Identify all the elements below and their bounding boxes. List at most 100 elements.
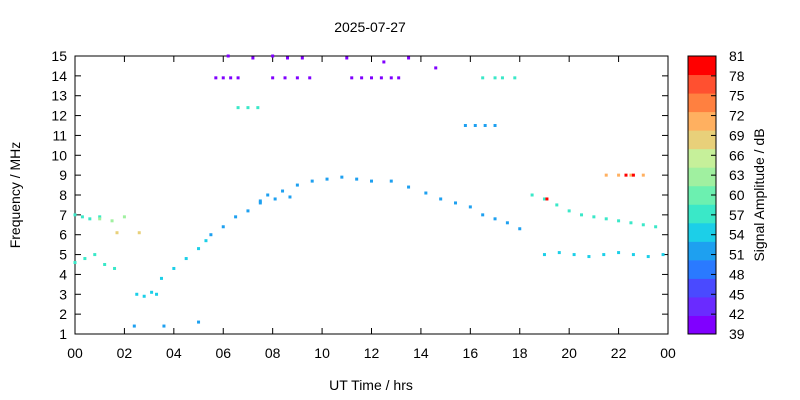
data-point xyxy=(295,76,299,80)
data-point xyxy=(300,56,304,60)
data-point xyxy=(132,324,136,328)
data-point xyxy=(345,56,349,60)
x-tick-label: 02 xyxy=(117,345,133,361)
colorbar-segment xyxy=(688,74,716,94)
colorbar-tick-label: 81 xyxy=(729,48,745,64)
data-point xyxy=(513,76,517,80)
x-tick-label: 14 xyxy=(413,345,429,361)
data-point xyxy=(567,209,571,213)
data-point xyxy=(530,193,534,197)
data-point xyxy=(159,276,163,280)
y-tick-label: 12 xyxy=(51,108,67,124)
data-point xyxy=(155,292,159,296)
data-point xyxy=(439,197,443,201)
colorbar-tick-label: 78 xyxy=(729,68,745,84)
data-point xyxy=(251,56,255,60)
data-point xyxy=(310,179,314,183)
data-point xyxy=(93,253,97,257)
y-tick-label: 7 xyxy=(59,207,67,223)
data-point xyxy=(654,225,658,229)
colorbar-tick-label: 54 xyxy=(729,227,745,243)
colorbar-segment xyxy=(688,222,716,242)
data-point xyxy=(273,197,277,201)
data-point xyxy=(473,124,477,127)
data-point xyxy=(389,179,393,183)
colorbar-segment xyxy=(688,93,716,113)
data-point xyxy=(197,247,201,251)
data-point xyxy=(221,225,225,229)
data-point xyxy=(266,193,270,197)
data-point xyxy=(256,106,260,110)
data-point xyxy=(602,253,606,257)
colorbar-tick-label: 39 xyxy=(729,326,745,342)
data-point xyxy=(493,76,497,80)
colorbar-segment xyxy=(688,56,716,76)
data-point xyxy=(258,201,262,205)
colorbar-segment xyxy=(688,111,716,131)
colorbar-tick-label: 42 xyxy=(729,306,745,322)
data-point xyxy=(617,251,621,255)
data-point xyxy=(236,106,240,110)
colorbar-tick-label: 66 xyxy=(729,147,745,163)
colorbar-ticks: 81 78 75 72 69 66 63 60 57 54 51 48 45 42 39 xyxy=(711,48,745,342)
data-point xyxy=(355,177,359,181)
y-tick-label: 15 xyxy=(51,48,67,64)
data-point xyxy=(370,179,373,183)
data-point xyxy=(481,76,485,80)
data-point xyxy=(221,76,225,80)
colorbar-segment xyxy=(688,315,716,335)
data-point xyxy=(229,76,233,80)
data-point xyxy=(73,213,77,217)
colorbar-segment xyxy=(688,185,716,205)
data-point xyxy=(434,66,438,70)
data-point xyxy=(545,197,549,201)
data-point xyxy=(246,209,250,213)
data-point xyxy=(236,76,240,80)
x-tick-label: 06 xyxy=(215,345,231,361)
data-point xyxy=(463,124,467,127)
data-point xyxy=(281,189,285,193)
x-tick-label: 22 xyxy=(611,345,627,361)
colorbar xyxy=(687,55,717,335)
data-point xyxy=(135,292,139,296)
data-point xyxy=(407,56,411,60)
data-point xyxy=(424,191,428,195)
y-tick-label: 8 xyxy=(59,187,67,203)
data-point xyxy=(641,173,645,177)
colorbar-segment xyxy=(688,204,716,224)
data-point xyxy=(80,215,84,219)
data-point xyxy=(389,76,393,80)
y-tick-label: 2 xyxy=(59,306,67,322)
colorbar-tick-label: 63 xyxy=(729,167,745,183)
colorbar-tick-label: 48 xyxy=(729,266,745,282)
data-point xyxy=(481,213,485,217)
x-tick-label: 00 xyxy=(67,345,83,361)
colorbar-tick-label: 72 xyxy=(729,108,745,124)
colorbar-label: Signal Amplitude / dB xyxy=(751,128,767,261)
data-point xyxy=(103,263,107,266)
colorbar-segment xyxy=(688,167,716,187)
data-point xyxy=(542,253,546,257)
data-point xyxy=(98,215,102,219)
y-tick-label: 4 xyxy=(59,266,67,282)
y-tick-label: 10 xyxy=(51,147,67,163)
data-point xyxy=(629,173,633,177)
data-point xyxy=(115,231,119,235)
plot-frame xyxy=(74,55,669,335)
data-point xyxy=(172,266,176,270)
data-point xyxy=(226,54,230,58)
y-tick-label: 5 xyxy=(59,247,67,263)
data-point xyxy=(88,217,92,221)
y-tick-label: 1 xyxy=(59,326,67,342)
data-point xyxy=(500,76,504,80)
data-point xyxy=(98,217,102,221)
data-point xyxy=(209,233,213,237)
data-point xyxy=(493,124,497,127)
data-point xyxy=(234,215,238,219)
chart-title: 2025-07-27 xyxy=(334,19,406,35)
y-tick-label: 6 xyxy=(59,227,67,243)
data-point xyxy=(505,221,509,225)
y-tick-label: 3 xyxy=(59,286,67,302)
